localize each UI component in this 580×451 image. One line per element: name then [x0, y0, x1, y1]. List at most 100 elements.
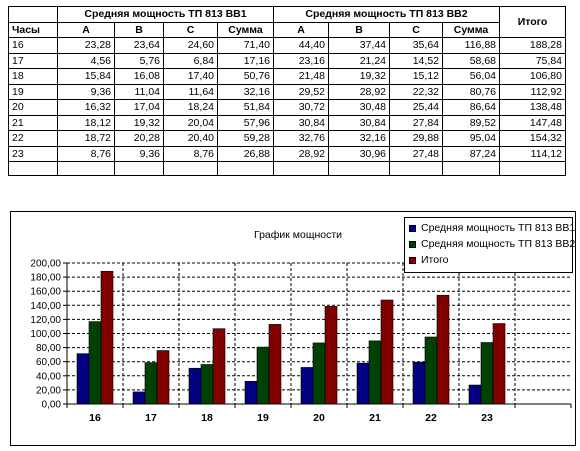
value-cell: 30,84	[273, 114, 329, 131]
blank-row	[8, 161, 566, 176]
bar	[436, 294, 450, 405]
legend-item: Средняя мощность ТП 813 ВВ2	[409, 237, 575, 251]
value-cell: 6,84	[163, 52, 218, 69]
value-cell: 50,76	[217, 68, 274, 85]
chart-title: График мощности	[254, 229, 342, 241]
value-cell: 23,16	[273, 52, 329, 69]
bar	[312, 342, 326, 405]
empty-cell	[442, 161, 500, 176]
value-cell: 16,32	[57, 99, 115, 116]
value-cell: 87,24	[442, 145, 500, 162]
y-tick-label: 180,00	[30, 273, 61, 284]
bar	[244, 381, 258, 405]
table-row: 21 18,12 19,32 20,04 57,96 30,84 30,84 27,84 89,…	[8, 114, 566, 131]
x-tick-label: 19	[257, 412, 269, 424]
value-cell: 30,72	[273, 99, 329, 116]
table-row: 19 9,36 11,04 11,64 32,16 29,52 28,92 22,32 80,7…	[8, 83, 566, 100]
value-cell: 9,36	[114, 145, 164, 162]
hour-cell: 23	[8, 145, 58, 162]
value-cell: 19,32	[328, 68, 390, 85]
hour-cell: 19	[8, 83, 58, 100]
table-row: 16 23,28 23,64 24,60 71,40 44,40 37,44 35,64 116…	[8, 37, 566, 54]
empty-cell	[163, 161, 218, 176]
value-cell: 188,28	[499, 37, 566, 54]
value-cell: 8,76	[57, 145, 115, 162]
value-cell: 20,04	[163, 114, 218, 131]
y-tick-label: 20,00	[36, 385, 61, 396]
value-cell: 23,64	[114, 37, 164, 54]
group2-a-header: A	[273, 21, 329, 38]
value-cell: 21,24	[328, 52, 390, 69]
total-header: Итого	[499, 6, 566, 38]
bar	[468, 384, 482, 405]
bar	[256, 346, 270, 405]
hour-cell: 17	[8, 52, 58, 69]
value-cell: 29,52	[273, 83, 329, 100]
group1-sum-header: Сумма	[217, 21, 274, 38]
value-cell: 114,12	[499, 145, 566, 162]
hour-cell: 20	[8, 99, 58, 116]
value-cell: 57,96	[217, 114, 274, 131]
value-cell: 18,24	[163, 99, 218, 116]
hour-cell: 21	[8, 114, 58, 131]
value-cell: 28,92	[273, 145, 329, 162]
value-cell: 19,32	[114, 114, 164, 131]
value-cell: 80,76	[442, 83, 500, 100]
legend-item: Итого	[409, 253, 449, 267]
power-chart: График мощности 0,00 20,00 40,00 60,00 80,00…	[30, 229, 572, 424]
value-cell: 56,04	[442, 68, 500, 85]
bar	[144, 362, 158, 405]
chart-area: График мощности 0,00 20,00 40,00 60,00 80,00…	[10, 211, 576, 446]
bar	[88, 321, 102, 405]
value-cell: 44,40	[273, 37, 329, 54]
empty-cell	[273, 161, 329, 176]
table-row: 18 15,84 16,08 17,40 50,76 21,48 19,32 15,12 56,…	[8, 68, 566, 85]
y-tick-label: 160,00	[30, 287, 61, 298]
x-tick-label: 22	[425, 412, 437, 424]
value-cell: 14,52	[389, 52, 443, 69]
empty-cell	[389, 161, 443, 176]
value-cell: 18,72	[57, 130, 115, 147]
value-cell: 15,12	[389, 68, 443, 85]
value-cell: 95,04	[442, 130, 500, 147]
group2-sum-header: Сумма	[442, 21, 500, 38]
x-tick-label: 20	[313, 412, 325, 424]
legend-swatch	[409, 240, 416, 248]
value-cell: 26,88	[217, 145, 274, 162]
empty-cell	[114, 161, 164, 176]
legend-label: Средняя мощность ТП 813 ВВ1	[421, 222, 576, 234]
y-tick-label: 120,00	[30, 315, 61, 326]
x-tick-label: 18	[201, 412, 213, 424]
empty-cell	[57, 161, 115, 176]
value-cell: 5,76	[114, 52, 164, 69]
value-cell: 4,56	[57, 52, 115, 69]
empty-header-cell	[8, 6, 58, 23]
table-row: 22 18,72 20,28 20,40 59,28 32,76 32,16 29,88 95,…	[8, 130, 566, 147]
value-cell: 16,08	[114, 68, 164, 85]
power-table: Средняя мощность ТП 813 ВВ1 Средняя мощн…	[8, 6, 566, 176]
empty-cell	[8, 161, 58, 176]
value-cell: 20,28	[114, 130, 164, 147]
table-row: 20 16,32 17,04 18,24 51,84 30,72 30,48 25,44 86,…	[8, 99, 566, 116]
legend-label: Средняя мощность ТП 813 ВВ2	[421, 238, 576, 250]
bar	[380, 299, 394, 405]
group2-header: Средняя мощность ТП 813 ВВ2	[273, 6, 500, 23]
bar	[76, 353, 90, 405]
table-subheader-row: Часы A B C Сумма A B C Сумма	[8, 21, 566, 38]
value-cell: 58,68	[442, 52, 500, 69]
bar	[368, 340, 382, 405]
value-cell: 18,12	[57, 114, 115, 131]
value-cell: 17,04	[114, 99, 164, 116]
legend-item: Средняя мощность ТП 813 ВВ1	[409, 221, 575, 235]
value-cell: 17,40	[163, 68, 218, 85]
y-tick-label: 60,00	[36, 357, 61, 368]
value-cell: 15,84	[57, 68, 115, 85]
value-cell: 32,16	[217, 83, 274, 100]
value-cell: 138,48	[499, 99, 566, 116]
value-cell: 21,48	[273, 68, 329, 85]
value-cell: 89,52	[442, 114, 500, 131]
value-cell: 71,40	[217, 37, 274, 54]
x-tick-label: 17	[145, 412, 157, 424]
group2-c-header: C	[389, 21, 443, 38]
empty-cell	[217, 161, 274, 176]
